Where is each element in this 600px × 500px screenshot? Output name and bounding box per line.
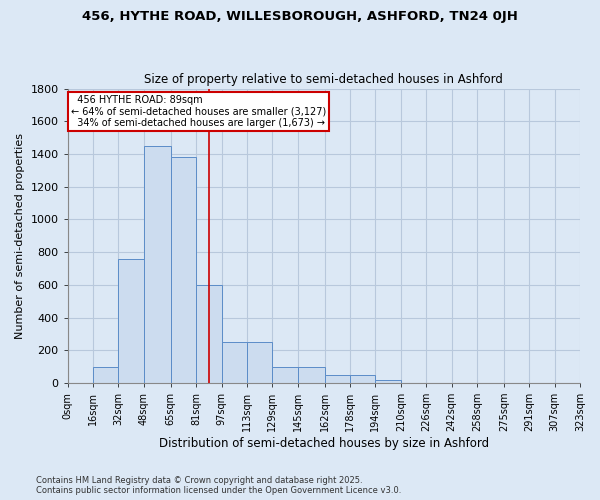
Text: Contains HM Land Registry data © Crown copyright and database right 2025.
Contai: Contains HM Land Registry data © Crown c… [36, 476, 401, 495]
Bar [350, 374, 376, 383]
Bar [93, 366, 118, 383]
Bar [144, 146, 171, 383]
Bar [272, 366, 298, 383]
Bar [171, 157, 196, 383]
X-axis label: Distribution of semi-detached houses by size in Ashford: Distribution of semi-detached houses by … [159, 437, 489, 450]
Y-axis label: Number of semi-detached properties: Number of semi-detached properties [15, 132, 25, 338]
Bar [247, 342, 272, 383]
Text: 456 HYTHE ROAD: 89sqm
← 64% of semi-detached houses are smaller (3,127)
  34% of: 456 HYTHE ROAD: 89sqm ← 64% of semi-deta… [71, 95, 326, 128]
Bar [118, 258, 144, 383]
Bar [298, 366, 325, 383]
Text: 456, HYTHE ROAD, WILLESBOROUGH, ASHFORD, TN24 0JH: 456, HYTHE ROAD, WILLESBOROUGH, ASHFORD,… [82, 10, 518, 23]
Title: Size of property relative to semi-detached houses in Ashford: Size of property relative to semi-detach… [145, 73, 503, 86]
Bar [196, 285, 221, 383]
Bar [325, 374, 350, 383]
Bar [376, 380, 401, 383]
Bar [221, 342, 247, 383]
